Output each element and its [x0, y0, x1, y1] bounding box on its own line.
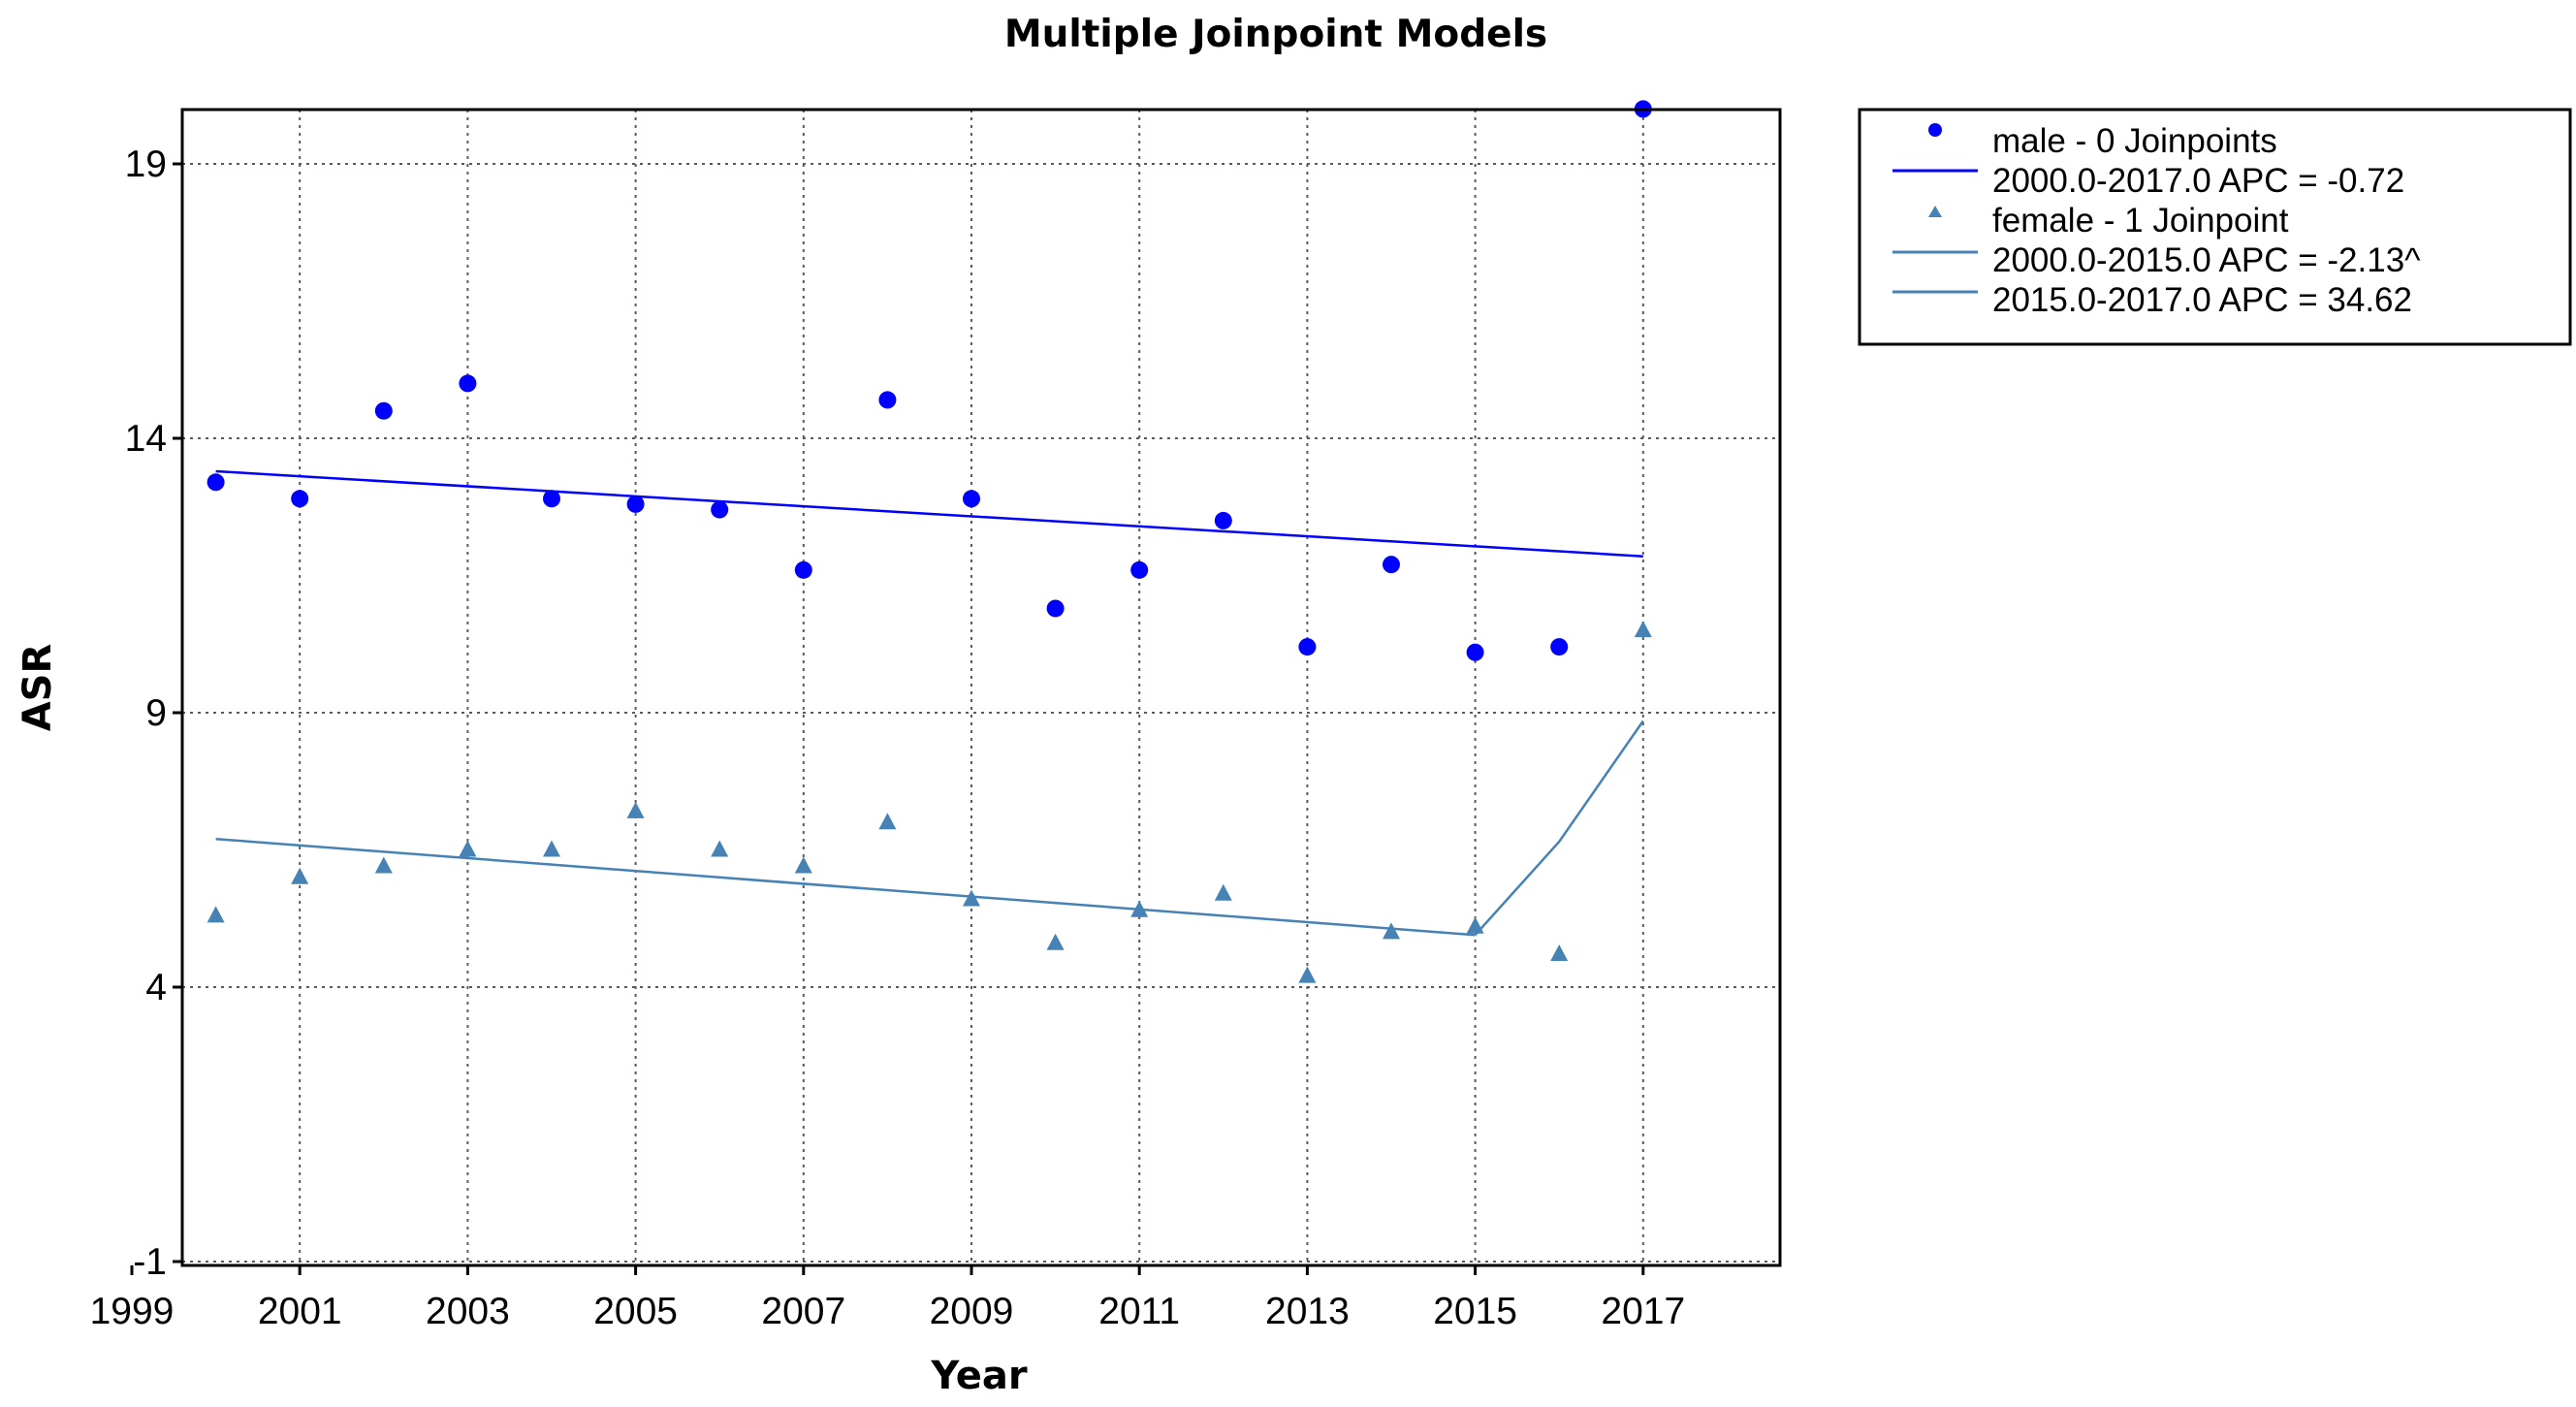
male-data-point: [291, 490, 309, 508]
legend-box: [1858, 108, 2572, 346]
female-data-point: [1634, 621, 1652, 638]
male-data-point: [711, 500, 729, 519]
male-data-point: [1214, 511, 1232, 529]
female-data-point: [794, 856, 812, 874]
female-data-point: [963, 889, 980, 907]
male-data-point: [1046, 599, 1065, 618]
female-data-point: [1383, 922, 1400, 940]
x-tick-label: 2005: [593, 1291, 678, 1332]
legend-female-marker: [1928, 206, 1942, 217]
female-data-point: [543, 840, 560, 857]
female-data-point: [1550, 944, 1569, 962]
male-data-point: [543, 490, 560, 508]
male-data-point: [374, 401, 393, 420]
x-axis-label: Year: [930, 1354, 1027, 1398]
female-data-point: [711, 840, 729, 857]
male-data-point: [1550, 638, 1569, 656]
male-data-point: [1466, 643, 1484, 661]
legend-male-label: male - 0 Joinpoints: [1992, 122, 2277, 160]
chart-title: Multiple Joinpoint Models: [1004, 13, 1547, 56]
female-data-point: [878, 813, 897, 830]
data-points: [207, 100, 1652, 983]
legend-female-fit1-label: 2000.0-2015.0 APC = -2.13^: [1992, 241, 2421, 279]
female-data-point: [459, 840, 477, 857]
x-tick-label: 2011: [1098, 1291, 1180, 1332]
x-tick-label: 2009: [930, 1291, 1014, 1332]
male-data-point: [1130, 560, 1149, 579]
y-tick-label: 4: [145, 967, 167, 1008]
female-data-point: [1466, 916, 1484, 934]
y-axis-ticks: -1 4 9 14 19: [125, 144, 182, 1283]
fit-line-1: [215, 469, 1643, 558]
female-data-point: [291, 867, 309, 884]
legend-female-fit2-label: 2015.0-2017.0 APC = 34.62: [1992, 281, 2412, 319]
male-data-point: [207, 473, 225, 492]
female-data-point: [1214, 883, 1232, 901]
fit-lines: [215, 469, 1644, 937]
female-data-point: [1298, 966, 1317, 983]
female-data-point: [374, 856, 393, 874]
male-data-point: [459, 374, 477, 393]
fit-line-2: [215, 837, 1476, 937]
y-tick-label: 14: [125, 418, 167, 460]
y-tick-label: 19: [125, 144, 167, 185]
fit-line-3: [1474, 719, 1644, 937]
x-tick-label: 2015: [1433, 1291, 1517, 1332]
male-data-point: [1298, 638, 1317, 656]
legend-female-label: female - 1 Joinpoint: [1992, 202, 2289, 240]
female-data-point: [626, 801, 645, 818]
y-tick-label: -1: [133, 1241, 167, 1283]
female-data-point: [1046, 933, 1065, 950]
female-data-point: [207, 906, 225, 923]
y-axis-label: ASR: [16, 644, 60, 732]
x-tick-label: 2007: [761, 1291, 845, 1332]
x-tick-label: 2013: [1265, 1291, 1350, 1332]
y-tick-label: 9: [145, 692, 167, 734]
x-axis-ticks: 1999 2001 2003 2005 2007 2009 2011 2013 2015 2017: [90, 1265, 1685, 1332]
legend-male-fit-label: 2000.0-2017.0 APC = -0.72: [1992, 162, 2404, 200]
female-data-point: [1130, 900, 1149, 917]
x-tick-label: 2003: [426, 1291, 510, 1332]
legend: male - 0 Joinpoints 2000.0-2017.0 APC = …: [1858, 108, 2572, 346]
male-data-point: [794, 560, 812, 579]
x-tick-label: 1999: [90, 1291, 175, 1332]
x-tick-label: 2017: [1601, 1291, 1685, 1332]
x-tick-label: 2001: [258, 1291, 342, 1332]
grid: [182, 110, 1780, 1265]
male-data-point: [626, 495, 645, 513]
legend-male-marker: [1928, 123, 1942, 137]
male-data-point: [963, 490, 980, 508]
male-data-point: [878, 391, 897, 409]
male-data-point: [1383, 556, 1400, 574]
plot-frame: [180, 108, 1782, 1267]
